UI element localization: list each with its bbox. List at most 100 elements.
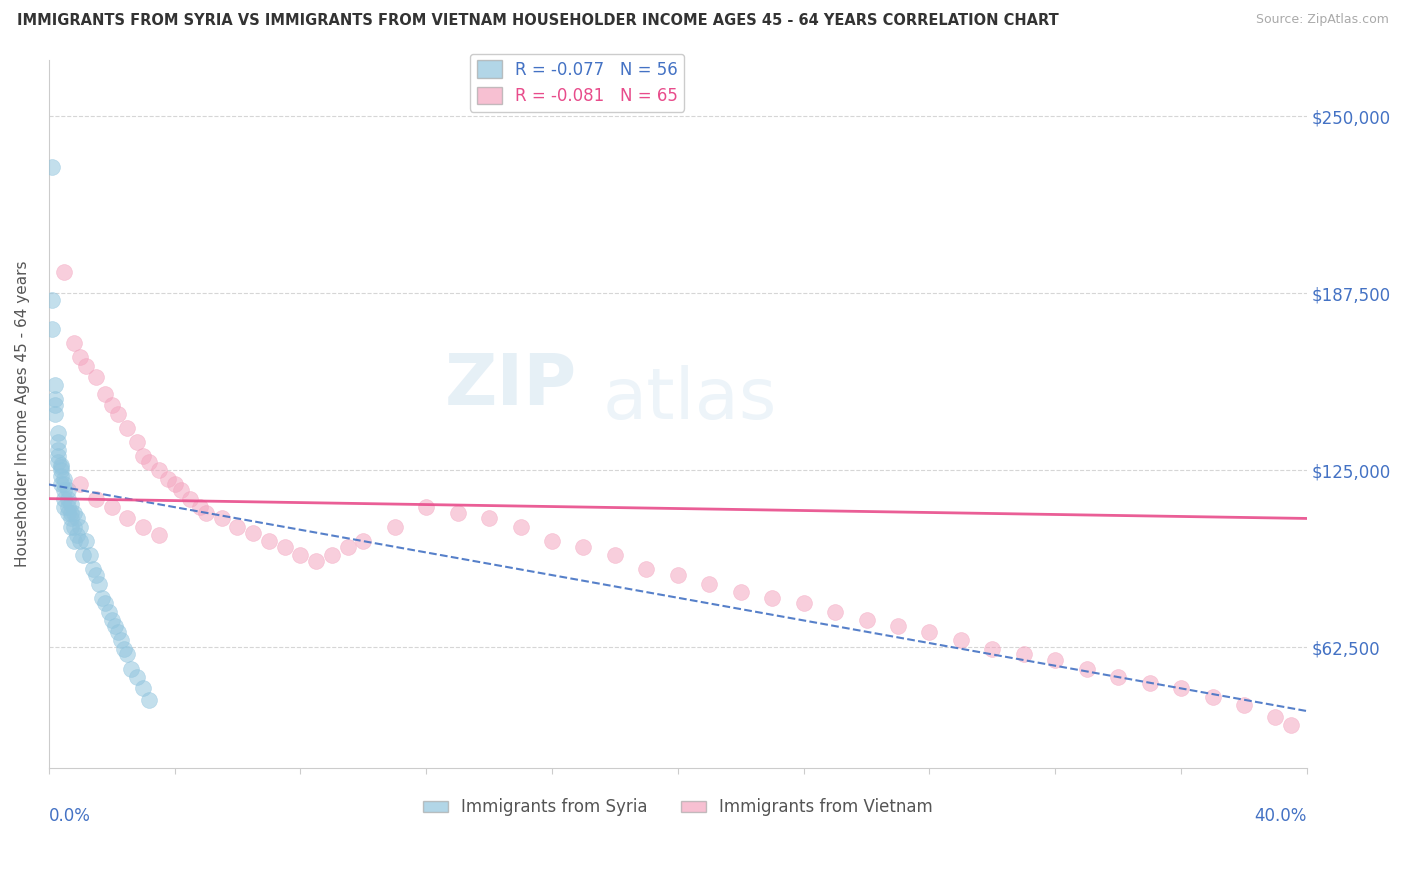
Immigrants from Syria bbox=[44, 392, 66, 407]
Immigrants from Vietnam bbox=[1045, 653, 1067, 667]
Immigrants from Syria bbox=[82, 562, 104, 576]
Immigrants from Vietnam bbox=[305, 554, 328, 568]
Immigrants from Vietnam bbox=[170, 483, 193, 497]
Immigrants from Vietnam bbox=[887, 619, 910, 633]
Immigrants from Vietnam bbox=[84, 369, 107, 384]
Immigrants from Syria bbox=[63, 506, 86, 520]
Immigrants from Vietnam bbox=[730, 585, 752, 599]
Immigrants from Vietnam bbox=[1233, 698, 1256, 713]
Immigrants from Vietnam bbox=[336, 540, 359, 554]
Immigrants from Syria bbox=[51, 460, 73, 475]
Immigrants from Syria bbox=[53, 477, 76, 491]
Immigrants from Vietnam bbox=[226, 520, 249, 534]
Immigrants from Vietnam bbox=[242, 525, 264, 540]
Immigrants from Vietnam bbox=[478, 511, 501, 525]
Immigrants from Vietnam bbox=[148, 528, 170, 542]
Immigrants from Vietnam bbox=[257, 534, 280, 549]
Immigrants from Syria bbox=[59, 520, 82, 534]
Text: atlas: atlas bbox=[602, 365, 776, 434]
Immigrants from Vietnam bbox=[1107, 670, 1129, 684]
Immigrants from Syria bbox=[41, 321, 63, 335]
Immigrants from Syria bbox=[56, 483, 79, 497]
Immigrants from Vietnam bbox=[1201, 690, 1223, 704]
Immigrants from Vietnam bbox=[163, 477, 186, 491]
Immigrants from Vietnam bbox=[117, 421, 139, 435]
Immigrants from Vietnam bbox=[157, 472, 180, 486]
Legend: Immigrants from Syria, Immigrants from Vietnam: Immigrants from Syria, Immigrants from V… bbox=[416, 792, 939, 823]
Immigrants from Syria bbox=[51, 463, 73, 477]
Immigrants from Syria bbox=[46, 455, 69, 469]
Immigrants from Syria bbox=[59, 497, 82, 511]
Immigrants from Syria bbox=[120, 662, 142, 676]
Immigrants from Syria bbox=[46, 434, 69, 449]
Immigrants from Vietnam bbox=[541, 534, 564, 549]
Immigrants from Syria bbox=[66, 511, 89, 525]
Immigrants from Syria bbox=[44, 398, 66, 412]
Immigrants from Vietnam bbox=[793, 596, 815, 610]
Immigrants from Syria bbox=[132, 681, 155, 696]
Immigrants from Syria bbox=[104, 619, 127, 633]
Immigrants from Vietnam bbox=[321, 549, 343, 563]
Immigrants from Vietnam bbox=[138, 455, 160, 469]
Immigrants from Vietnam bbox=[824, 605, 846, 619]
Immigrants from Vietnam bbox=[94, 387, 117, 401]
Immigrants from Vietnam bbox=[188, 500, 211, 515]
Immigrants from Syria bbox=[41, 293, 63, 308]
Immigrants from Vietnam bbox=[69, 477, 91, 491]
Immigrants from Vietnam bbox=[179, 491, 201, 506]
Immigrants from Vietnam bbox=[290, 549, 312, 563]
Immigrants from Vietnam bbox=[384, 520, 406, 534]
Immigrants from Syria bbox=[94, 596, 117, 610]
Immigrants from Syria bbox=[91, 591, 114, 605]
Text: 40.0%: 40.0% bbox=[1254, 806, 1308, 824]
Immigrants from Vietnam bbox=[107, 407, 129, 421]
Immigrants from Syria bbox=[69, 520, 91, 534]
Immigrants from Vietnam bbox=[125, 434, 148, 449]
Immigrants from Vietnam bbox=[572, 540, 595, 554]
Immigrants from Vietnam bbox=[509, 520, 531, 534]
Immigrants from Syria bbox=[69, 534, 91, 549]
Immigrants from Vietnam bbox=[446, 506, 468, 520]
Immigrants from Syria bbox=[59, 511, 82, 525]
Immigrants from Vietnam bbox=[117, 511, 139, 525]
Immigrants from Vietnam bbox=[1012, 648, 1035, 662]
Immigrants from Vietnam bbox=[1139, 675, 1161, 690]
Immigrants from Syria bbox=[87, 576, 110, 591]
Immigrants from Syria bbox=[76, 534, 98, 549]
Immigrants from Vietnam bbox=[352, 534, 374, 549]
Immigrants from Syria bbox=[46, 426, 69, 441]
Immigrants from Vietnam bbox=[69, 350, 91, 364]
Immigrants from Syria bbox=[63, 520, 86, 534]
Immigrants from Syria bbox=[59, 506, 82, 520]
Immigrants from Vietnam bbox=[1076, 662, 1098, 676]
Immigrants from Syria bbox=[53, 500, 76, 515]
Immigrants from Syria bbox=[112, 641, 135, 656]
Text: IMMIGRANTS FROM SYRIA VS IMMIGRANTS FROM VIETNAM HOUSEHOLDER INCOME AGES 45 - 64: IMMIGRANTS FROM SYRIA VS IMMIGRANTS FROM… bbox=[17, 13, 1059, 29]
Immigrants from Vietnam bbox=[1279, 718, 1302, 732]
Immigrants from Vietnam bbox=[53, 265, 76, 279]
Immigrants from Syria bbox=[66, 528, 89, 542]
Immigrants from Vietnam bbox=[100, 398, 122, 412]
Immigrants from Syria bbox=[97, 605, 120, 619]
Immigrants from Syria bbox=[110, 633, 132, 648]
Immigrants from Vietnam bbox=[100, 500, 122, 515]
Immigrants from Vietnam bbox=[132, 520, 155, 534]
Immigrants from Vietnam bbox=[761, 591, 783, 605]
Immigrants from Syria bbox=[56, 506, 79, 520]
Immigrants from Vietnam bbox=[84, 491, 107, 506]
Immigrants from Syria bbox=[53, 483, 76, 497]
Immigrants from Vietnam bbox=[603, 549, 626, 563]
Immigrants from Syria bbox=[125, 670, 148, 684]
Immigrants from Syria bbox=[46, 443, 69, 458]
Immigrants from Syria bbox=[56, 491, 79, 506]
Immigrants from Vietnam bbox=[132, 449, 155, 463]
Text: 0.0%: 0.0% bbox=[49, 806, 90, 824]
Immigrants from Vietnam bbox=[981, 641, 1004, 656]
Immigrants from Syria bbox=[84, 568, 107, 582]
Immigrants from Syria bbox=[44, 378, 66, 392]
Immigrants from Syria bbox=[51, 458, 73, 472]
Immigrants from Vietnam bbox=[1170, 681, 1192, 696]
Immigrants from Vietnam bbox=[949, 633, 972, 648]
Immigrants from Vietnam bbox=[195, 506, 218, 520]
Immigrants from Vietnam bbox=[1264, 709, 1286, 723]
